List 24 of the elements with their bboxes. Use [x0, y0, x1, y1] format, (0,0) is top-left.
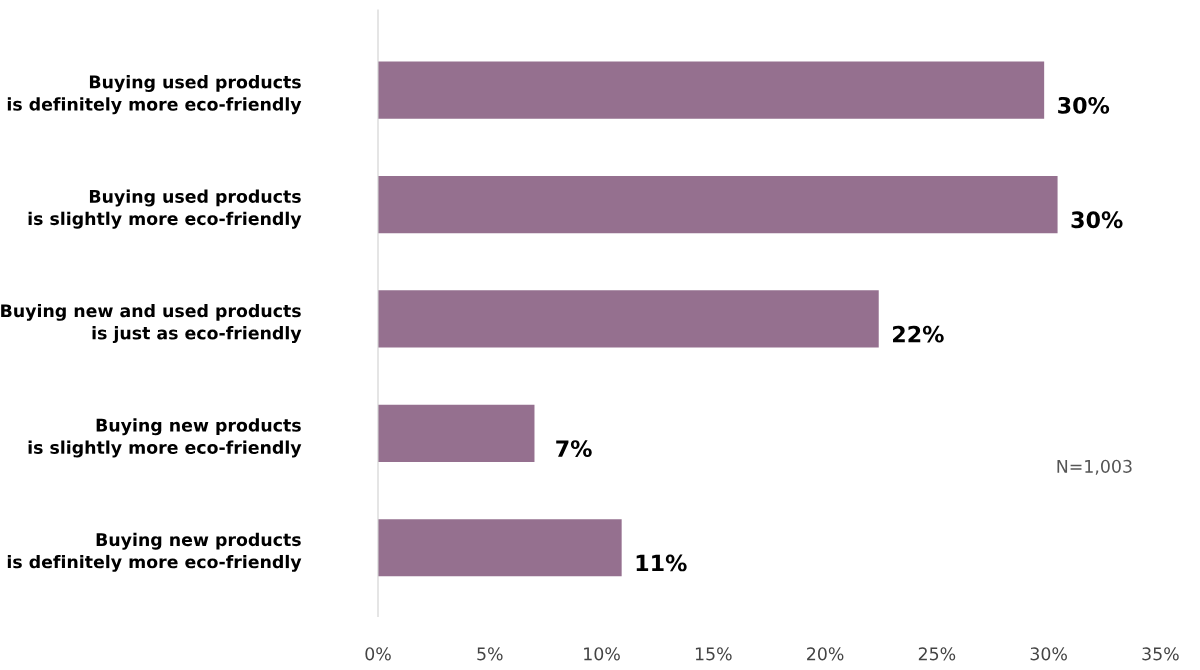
bar [378, 404, 535, 462]
x-tick-label: 30% [1030, 647, 1067, 661]
y-tick-label: Buying new products is slightly more eco-friendly [28, 418, 302, 458]
data-label: 30% [1058, 96, 1110, 114]
bar [378, 290, 879, 348]
data-label: 30% [1071, 211, 1123, 229]
data-label: 22% [893, 325, 944, 343]
bar [378, 175, 1058, 234]
x-tick-label: 15% [695, 647, 732, 661]
x-tick-label: 0% [365, 647, 391, 661]
y-tick-label: Buying new and used products is just as eco-friendly [1, 303, 302, 344]
data-label: 7% [556, 440, 592, 457]
bar [378, 519, 622, 577]
bar [378, 61, 1045, 119]
x-tick-label: 10% [584, 647, 620, 661]
x-tick-label: 20% [807, 647, 844, 661]
y-tick-label: Buying used products is definitely more eco-friendly [7, 75, 302, 115]
y-tick-label: Buying new products is definitely more eco-friendly [7, 532, 302, 572]
y-tick-label: Buying used products is slightly more eco-friendly [28, 189, 302, 229]
data-label: 11% [636, 554, 687, 572]
x-tick-label: 35% [1142, 647, 1179, 661]
x-tick-label: 5% [477, 647, 503, 661]
x-tick-label: 25% [918, 647, 956, 661]
annotation: N=1,003 [1057, 459, 1132, 475]
